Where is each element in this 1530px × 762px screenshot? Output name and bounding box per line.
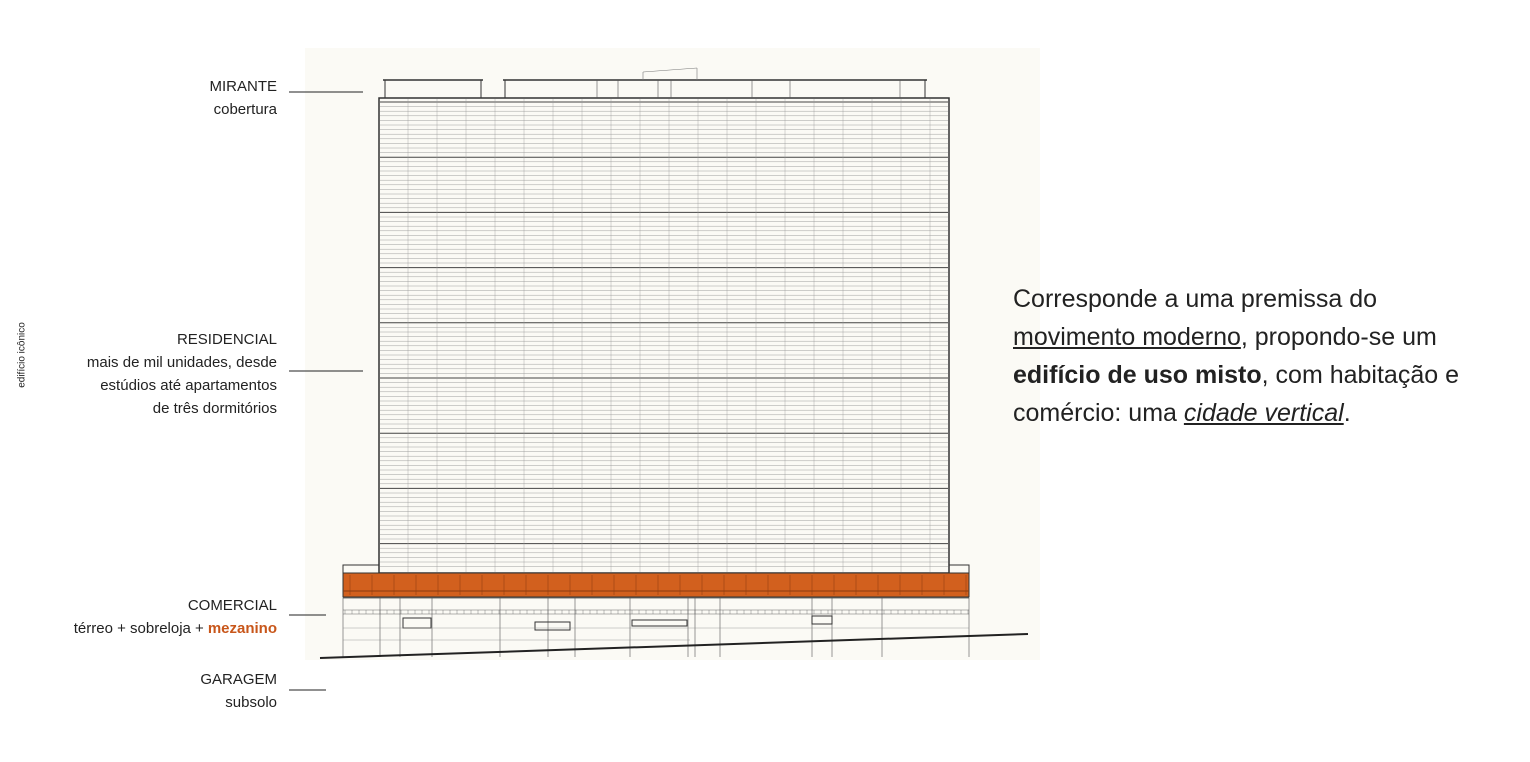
label-text: de três dormitórios (152, 400, 277, 417)
text-segment: comércio: uma (1013, 399, 1184, 427)
paragraph-line: movimento moderno, propondo-se um (1013, 318, 1459, 356)
drawing-rect (342, 564, 380, 574)
paragraph-line: edifício de uso misto, com habitação e (1013, 356, 1459, 394)
drawing-rect (534, 621, 571, 631)
drawing-rect (342, 572, 970, 598)
drawing-line (642, 67, 698, 73)
label-line: térreo + sobreloja + mezanino (74, 617, 277, 640)
drawing-rect (948, 564, 970, 574)
label-line: subsolo (200, 691, 277, 714)
label: COMERCIAL térreo + sobreloja + mezanino (74, 594, 277, 640)
label-title: COMERCIAL (187, 597, 277, 614)
text-segment: movimento moderno (1013, 323, 1241, 351)
label-text: estúdios até apartamentos (100, 377, 277, 394)
text-segment: edifício de uso misto (1013, 361, 1262, 389)
paragraph: Corresponde a uma premissa do movimento m… (1013, 280, 1459, 432)
label-title: MIRANTE (209, 78, 278, 95)
label-line: estúdios até apartamentos (87, 374, 277, 397)
label-title: RESIDENCIAL (176, 331, 277, 348)
text-segment: . (1343, 399, 1351, 427)
drawing-rect (631, 619, 688, 627)
drawing-line (319, 633, 1029, 659)
label-title: GARAGEM (200, 671, 277, 688)
label-text: mais de mil unidades, desde (86, 354, 277, 371)
label-text: cobertura (213, 101, 277, 118)
label-line: de três dormitórios (87, 397, 277, 420)
text-segment: , propondo-se um (1240, 323, 1437, 351)
label: RESIDENCIAL mais de mil unidades, desde es… (87, 328, 277, 420)
label-text: térreo + sobreloja + (73, 620, 204, 637)
paragraph-line: Corresponde a uma premissa do (1013, 280, 1459, 318)
text-segment: cidade vertical (1183, 399, 1344, 427)
building (319, 67, 1029, 659)
paragraph-line: comércio: uma cidade vertical. (1013, 394, 1459, 432)
label-highlight: mezanino (207, 620, 277, 637)
label-line: cobertura (210, 98, 277, 121)
side-label: edifício icônico (16, 322, 28, 388)
label: MIRANTE cobertura (210, 75, 278, 121)
leaders (289, 91, 363, 691)
text-segment: Corresponde a uma premissa do (1013, 285, 1378, 313)
label-line: mais de mil unidades, desde (87, 351, 277, 374)
drawing-background (305, 48, 1040, 660)
text-segment: , com habitação e (1261, 361, 1459, 389)
label-text: subsolo (225, 694, 277, 711)
drawing-rect (811, 615, 833, 625)
label: GARAGEM subsolo (200, 668, 277, 714)
